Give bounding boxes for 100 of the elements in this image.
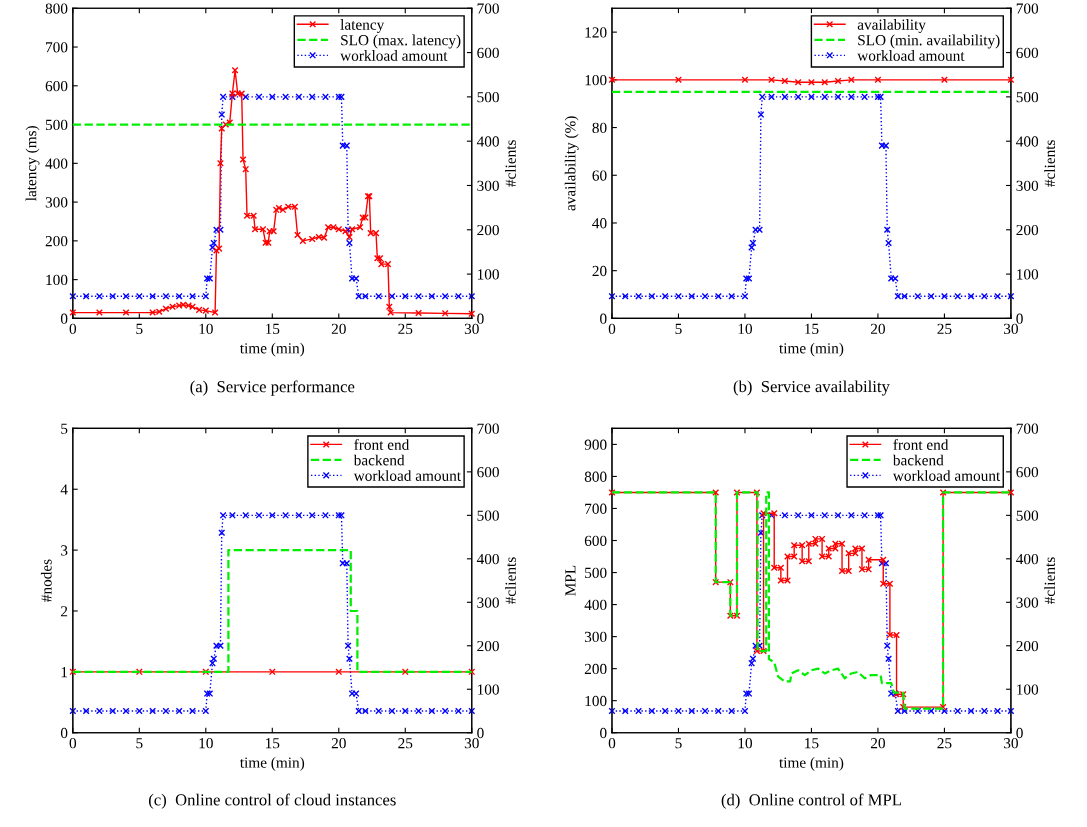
point — [441, 707, 449, 715]
x-tick-label: 10 — [199, 323, 213, 335]
x-tick-label: 5 — [675, 738, 682, 749]
point — [914, 292, 922, 300]
point — [954, 292, 962, 300]
point — [95, 292, 103, 300]
point — [891, 275, 899, 282]
point — [189, 292, 196, 300]
y2-tick-label: 300 — [1016, 597, 1039, 608]
y-axis-title: latency (ms) — [25, 126, 40, 201]
point — [847, 93, 855, 101]
legend-label: backend — [892, 454, 944, 466]
point — [218, 111, 226, 119]
point — [674, 707, 682, 715]
point — [295, 93, 303, 101]
x-tick-label: 0 — [69, 323, 77, 335]
point — [344, 642, 352, 650]
point — [345, 239, 353, 247]
point — [454, 707, 462, 715]
y2-tick-label: 600 — [1016, 467, 1039, 478]
point — [661, 292, 669, 300]
x-tick-label: 0 — [69, 738, 77, 749]
point — [807, 93, 815, 101]
point — [210, 655, 218, 663]
point — [940, 292, 948, 300]
point — [219, 511, 227, 519]
point — [861, 511, 869, 519]
point — [758, 93, 766, 101]
point — [401, 292, 409, 300]
x-tick-label: 20 — [331, 738, 346, 749]
point — [885, 239, 893, 247]
point — [268, 511, 276, 519]
point — [295, 511, 303, 519]
y-tick-label: 800 — [45, 3, 68, 14]
point — [728, 292, 736, 300]
y-tick-label: 4 — [60, 484, 68, 495]
y2-tick-label: 600 — [477, 467, 499, 478]
point — [308, 511, 316, 519]
x-tick-label: 0 — [608, 738, 616, 749]
y2-tick-label: 200 — [477, 640, 499, 652]
point — [415, 292, 423, 300]
point — [255, 511, 263, 519]
point — [781, 511, 789, 519]
y-tick-label: 80 — [592, 122, 607, 133]
point — [688, 707, 696, 715]
y2-tick-label: 0 — [477, 727, 484, 739]
y-tick-label: 120 — [585, 27, 607, 38]
point — [648, 707, 656, 715]
y-tick-label: 400 — [584, 599, 607, 611]
point — [994, 707, 1002, 715]
point — [834, 93, 842, 101]
point — [821, 93, 829, 101]
y-axis-title: availability (%) — [564, 116, 579, 211]
x-tick-label: 10 — [738, 738, 753, 749]
text: (a) Service performance — [190, 380, 355, 396]
x-tick-label: 20 — [870, 738, 885, 749]
point — [635, 707, 643, 715]
point — [242, 511, 250, 519]
x-axis-title: time (min) — [779, 756, 844, 771]
point — [768, 93, 776, 101]
y-tick-label: 500 — [45, 119, 68, 131]
point — [954, 707, 962, 715]
legend-label: workload amount — [857, 50, 965, 61]
x-tick-label: 30 — [464, 738, 479, 749]
point — [882, 142, 890, 150]
point — [428, 707, 436, 715]
y2-tick-label: 100 — [1017, 269, 1039, 280]
x-axis-title: time (min) — [239, 342, 305, 357]
point — [621, 292, 629, 300]
y-tick-label: 0 — [600, 727, 607, 739]
point — [674, 292, 682, 300]
point — [122, 292, 130, 300]
point — [861, 93, 869, 101]
point — [648, 292, 656, 300]
y2-tick-label: 500 — [1016, 92, 1039, 103]
point — [216, 642, 224, 650]
y-tick-label: 0 — [600, 313, 607, 324]
y-tick-label: 300 — [584, 631, 607, 643]
text: (c) Online control of cloud instances — [148, 793, 396, 809]
point — [345, 655, 353, 663]
point — [255, 93, 263, 101]
point — [109, 292, 117, 300]
legend-label: workload amount — [340, 50, 448, 61]
x-tick-label: 25 — [937, 738, 952, 749]
point — [701, 292, 709, 300]
x-tick-label: 5 — [136, 323, 143, 335]
point — [202, 707, 210, 715]
y2-tick-label: 500 — [1016, 510, 1039, 521]
y-tick-label: 400 — [45, 158, 68, 169]
point — [352, 690, 360, 698]
point — [1007, 488, 1015, 496]
y2-tick-label: 300 — [477, 597, 499, 608]
point — [375, 707, 383, 715]
point — [352, 275, 360, 282]
point — [135, 707, 143, 715]
point — [728, 707, 736, 715]
text: (b) Service availability — [733, 380, 890, 396]
y-tick-label: 800 — [584, 471, 607, 482]
x-tick-label: 25 — [398, 738, 413, 749]
point — [701, 707, 709, 715]
